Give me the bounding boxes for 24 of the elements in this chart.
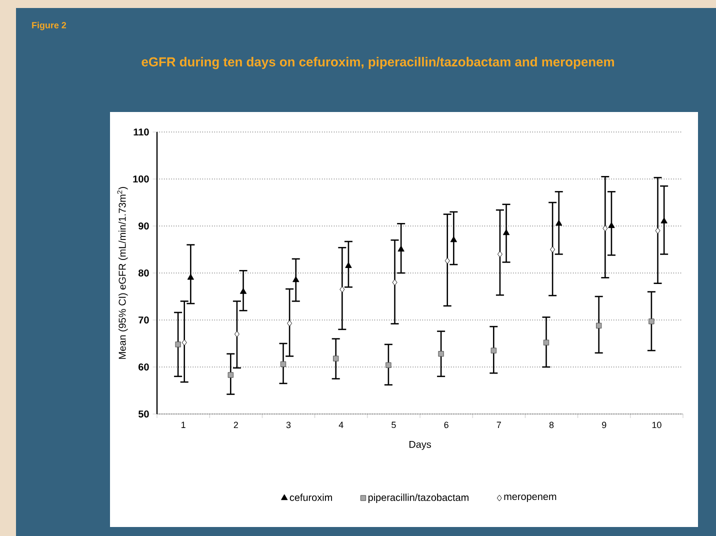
legend-label: meropenem (504, 494, 556, 502)
y-tick-label: 90 (138, 222, 149, 230)
x-tick-label: 7 (496, 422, 501, 428)
x-tick-label: 4 (338, 422, 344, 428)
legend-label: cefuroxim (290, 494, 332, 501)
caption: Figure 2 (32, 22, 66, 30)
x-tick-label: 3 (286, 422, 291, 428)
y-tick-label: 80 (138, 269, 149, 277)
legend-label: piperacillin/tazobactam (368, 494, 468, 503)
x-tick-label: 10 (652, 422, 662, 428)
y-tick-label: 110 (134, 128, 149, 136)
chart-title: eGFR during ten days on cefuroxim, piperacillin/tazobactam and meropenem (142, 56, 614, 70)
x-tick-label: 5 (392, 422, 396, 428)
x-tick-label: 9 (602, 422, 606, 428)
x-tick-label: 1 (182, 422, 186, 428)
x-tick-label: 6 (444, 422, 448, 428)
x-axis-title: Days (409, 440, 431, 450)
y-axis-title: Mean (95% CI) eGFR (mL/min/1.73m$^{2}$) (117, 187, 128, 359)
y-tick-label: 100 (133, 175, 149, 183)
y-tick-label: 50 (138, 410, 149, 418)
y-tick-label: 70 (138, 316, 149, 324)
y-tick-label: 60 (138, 363, 149, 371)
x-tick-label: 2 (234, 422, 238, 428)
x-tick-label: 8 (549, 422, 554, 428)
